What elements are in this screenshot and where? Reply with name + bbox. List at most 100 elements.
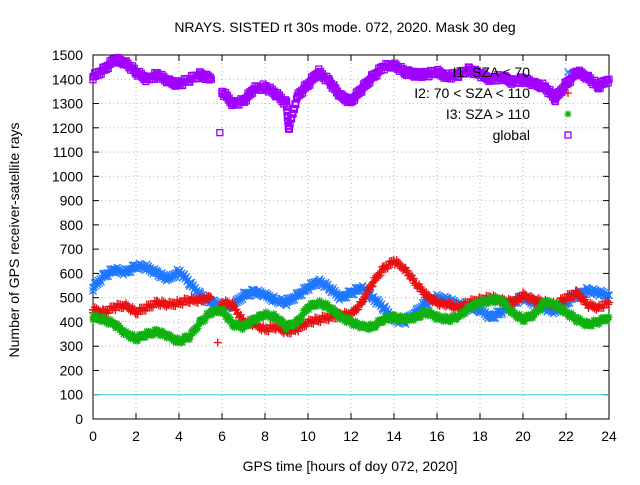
- data-point-trace: [287, 114, 295, 122]
- data-point-trace: [493, 293, 501, 301]
- data-point: [368, 293, 377, 302]
- data-point-trace: [156, 332, 164, 340]
- data-point: [487, 296, 495, 304]
- data-point: [164, 78, 172, 86]
- data-point-trace: [291, 322, 299, 330]
- data-point: [110, 56, 119, 64]
- legend-marker: [564, 68, 572, 76]
- data-point-trace: [469, 305, 477, 313]
- data-point: [186, 332, 194, 340]
- data-point: [304, 284, 312, 292]
- data-point: [196, 296, 205, 305]
- data-point-trace: [206, 292, 215, 301]
- data-point: [142, 263, 151, 272]
- data-point-trace: [128, 302, 137, 311]
- data-point: [272, 90, 280, 98]
- data-point: [153, 269, 162, 278]
- data-point: [142, 303, 151, 312]
- legend-label: I1: SZA < 70: [453, 64, 531, 80]
- data-point: [207, 308, 215, 316]
- x-tick-label: 20: [515, 428, 531, 444]
- x-tick-label: 12: [343, 428, 359, 444]
- data-point: [573, 316, 581, 324]
- data-point: [110, 303, 119, 312]
- x-tick-label: 22: [558, 428, 574, 444]
- data-point-trace: [288, 109, 296, 117]
- data-point-trace: [394, 317, 402, 325]
- data-point: [250, 85, 258, 93]
- data-point: [347, 288, 355, 297]
- data-point: [336, 293, 345, 302]
- data-point-trace: [498, 300, 506, 308]
- data-point: [358, 85, 366, 93]
- chart-title: NRAYS. SISTED rt 30s mode. 072, 2020. Ma…: [174, 19, 515, 35]
- data-point-trace: [122, 299, 131, 308]
- data-point: [326, 303, 333, 311]
- data-point-trace: [417, 314, 425, 322]
- series-global: [89, 53, 613, 137]
- data-point-trace: [402, 318, 410, 326]
- data-point-trace: [270, 310, 278, 318]
- data-point: [272, 313, 280, 321]
- data-point-trace: [324, 300, 332, 308]
- data-point-trace: [191, 294, 200, 303]
- data-point: [314, 276, 323, 285]
- data-point: [304, 303, 312, 311]
- data-point-trace: [570, 292, 579, 301]
- data-point-trace: [367, 282, 376, 291]
- data-point: [143, 75, 151, 83]
- data-point: [261, 82, 269, 91]
- data-point-trace: [424, 312, 432, 320]
- data-point-trace: [409, 274, 418, 283]
- data-point: [207, 75, 215, 83]
- data-point: [250, 316, 258, 324]
- data-point-trace: [604, 300, 613, 309]
- data-point: [239, 291, 248, 300]
- data-point: [132, 335, 140, 343]
- y-tick-label: 500: [60, 290, 84, 306]
- x-tick-label: 18: [472, 428, 488, 444]
- data-point: [476, 299, 484, 307]
- data-point: [497, 308, 506, 317]
- data-point: [358, 323, 366, 331]
- y-tick-label: 1200: [52, 120, 83, 136]
- legend-marker: [564, 89, 572, 97]
- data-point: [282, 298, 291, 307]
- y-tick-label: 800: [60, 217, 84, 233]
- data-point-trace: [504, 302, 512, 310]
- data-point-trace: [510, 300, 519, 309]
- data-point: [433, 68, 441, 76]
- data-point: [229, 320, 237, 328]
- legend-label: I3: SZA > 110: [446, 106, 530, 122]
- data-point-trace: [543, 302, 551, 310]
- data-point: [433, 298, 441, 307]
- data-point: [551, 301, 559, 309]
- data-point-trace: [581, 322, 589, 330]
- data-point: [530, 80, 538, 88]
- data-point: [573, 68, 581, 76]
- data-point-trace: [359, 320, 367, 328]
- y-tick-label: 400: [60, 314, 84, 330]
- data-point: [368, 73, 377, 81]
- data-point: [368, 279, 377, 288]
- data-point-trace: [484, 300, 492, 308]
- data-point: [357, 298, 366, 307]
- legend: I1: SZA < 70 I2: 70 < SZA < 110 I3: SZA > …: [414, 64, 572, 143]
- data-point-trace: [302, 307, 310, 315]
- data-point: [164, 275, 173, 284]
- data-point-trace: [194, 324, 202, 332]
- data-point: [121, 58, 129, 66]
- data-point-trace: [179, 339, 187, 347]
- y-tick-label: 200: [60, 362, 84, 378]
- legend-label: global: [493, 127, 530, 143]
- data-point: [519, 75, 527, 83]
- data-point: [422, 308, 430, 316]
- data-point-trace: [372, 323, 380, 331]
- y-tick-label: 0: [75, 411, 83, 427]
- series-i3-sza-110: [89, 293, 613, 347]
- y-tick-label: 900: [60, 193, 84, 209]
- x-tick-label: 0: [89, 428, 97, 444]
- data-point: [121, 300, 130, 309]
- data-point: [282, 99, 291, 108]
